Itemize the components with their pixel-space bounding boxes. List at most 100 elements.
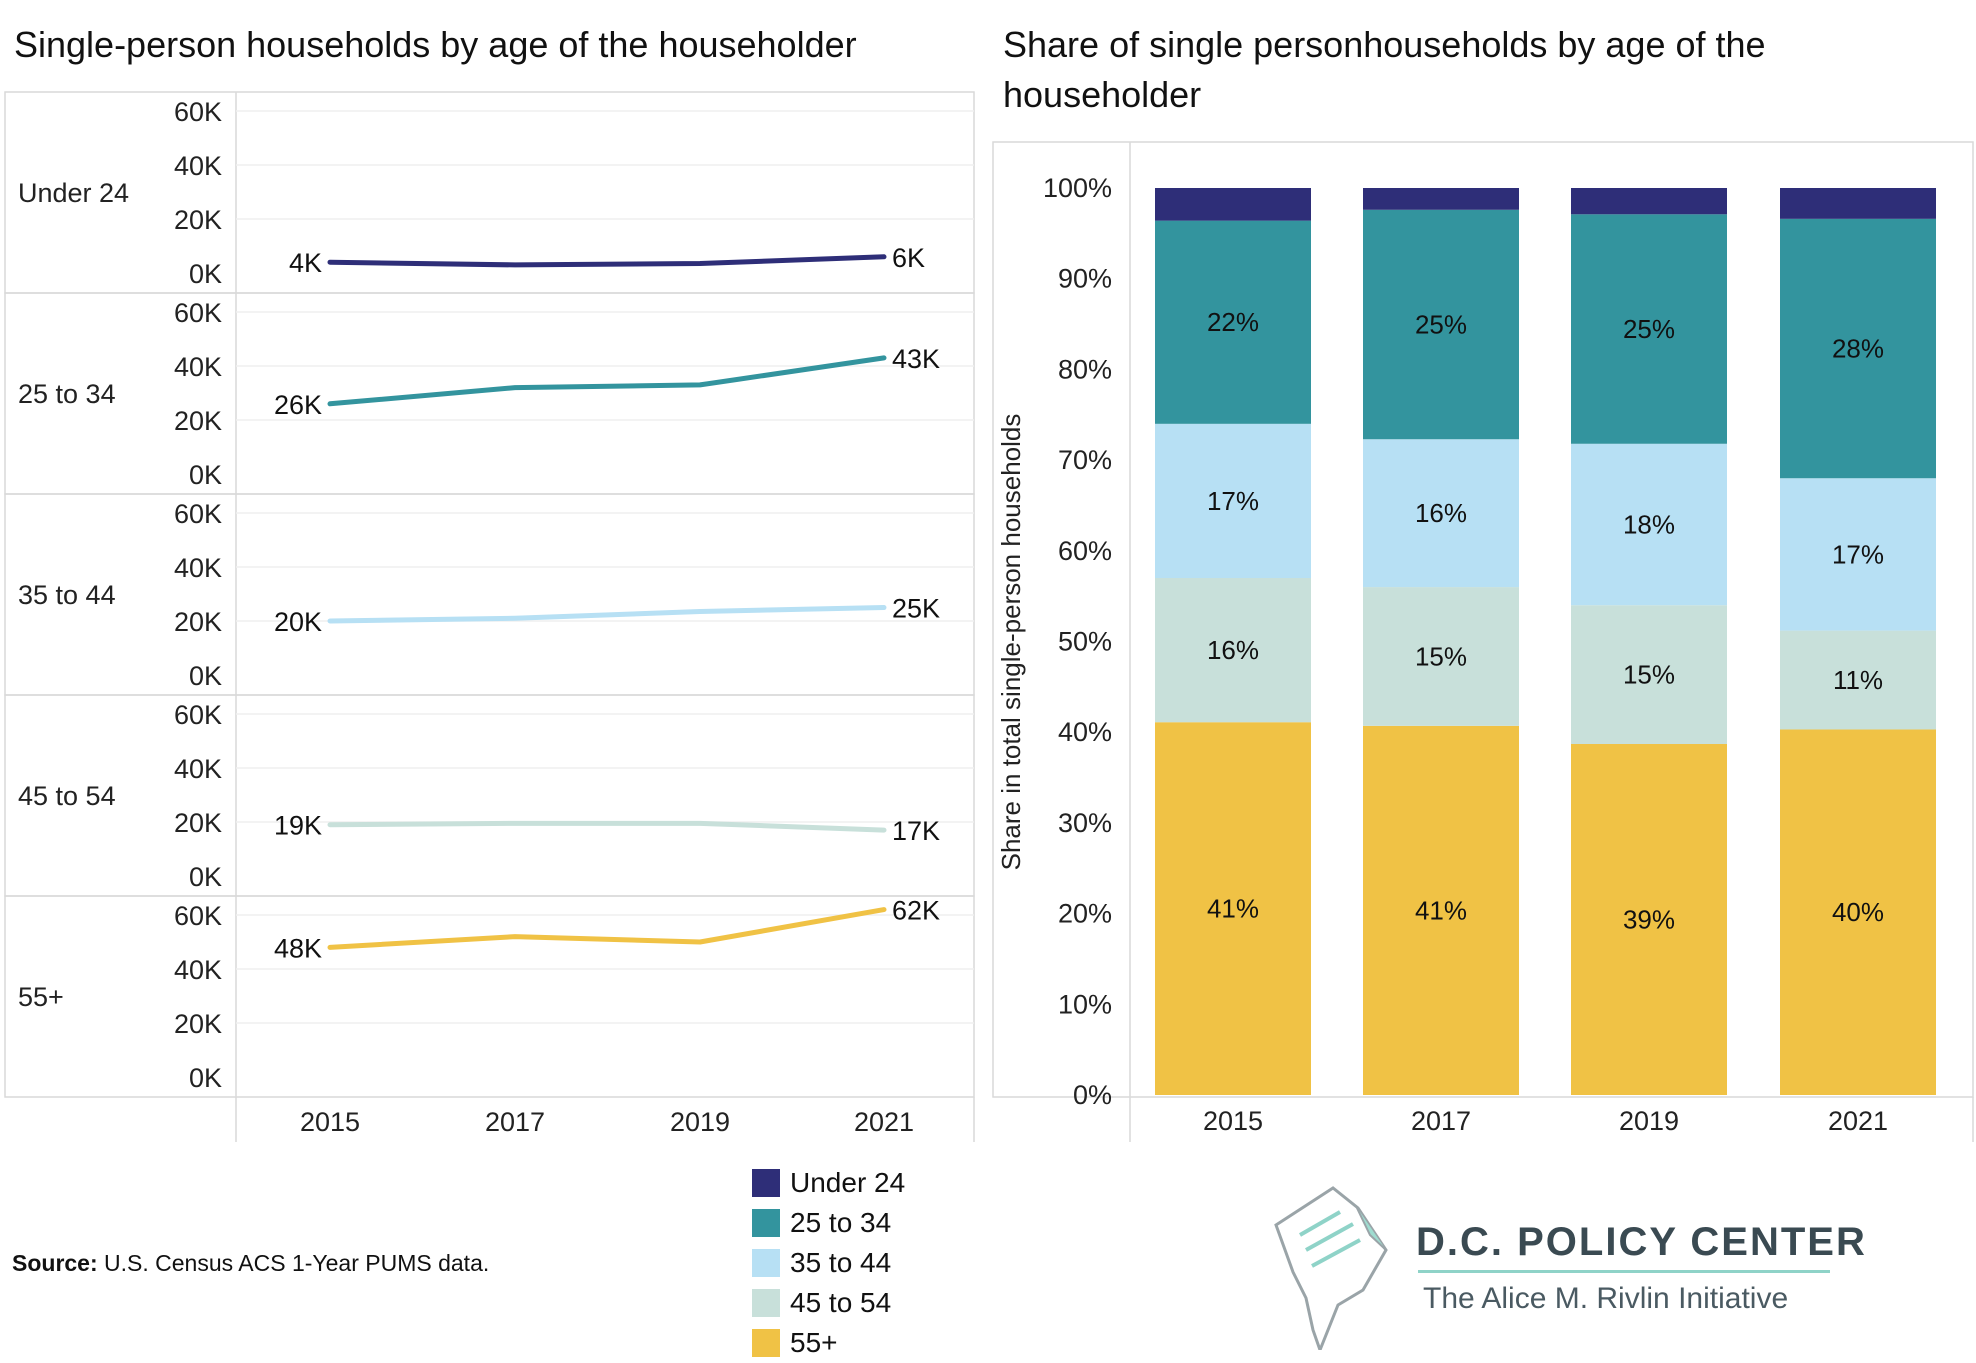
y-tick-label: 40K (174, 553, 222, 583)
bar-data-label: 41% (1415, 895, 1467, 925)
y-tick-label: 40K (174, 352, 222, 382)
x-tick-label: 2019 (670, 1107, 730, 1137)
facet-panel (4, 694, 975, 897)
bar-data-label: 11% (1833, 665, 1883, 695)
legend-item-under-24: Under 24 (752, 1163, 905, 1203)
y-tick-label: 90% (1058, 264, 1112, 294)
legend-item-25-to-34: 25 to 34 (752, 1203, 905, 1243)
y-tick-label: 40% (1058, 717, 1112, 747)
bar-segment-25-to-34 (1363, 209, 1519, 440)
legend-swatch (752, 1249, 780, 1277)
y-tick-label: 20K (174, 607, 222, 637)
y-tick-label: 0K (189, 862, 222, 892)
data-label-end: 43K (892, 344, 940, 374)
bar-segment-35-to-44 (1571, 443, 1727, 606)
facet-label-25-to-34: 25 to 34 (18, 379, 116, 409)
legend-swatch (752, 1169, 780, 1197)
plot-frame (992, 141, 1974, 1098)
facet-panel (4, 895, 975, 1098)
y-tick-label: 30% (1058, 808, 1112, 838)
bar-segment-under-24 (1780, 188, 1936, 219)
series-line-under-24 (327, 254, 887, 268)
bar-data-label: 40% (1832, 897, 1884, 927)
y-tick-label: 20K (174, 205, 222, 235)
facet-label-under-24: Under 24 (18, 178, 129, 208)
facet-label-35-to-44: 35 to 44 (18, 580, 116, 610)
x-tick-label: 2019 (1619, 1106, 1679, 1136)
bar-segment-under-24 (1155, 188, 1311, 221)
right-stacked-bar-chart: 0% 10% 20% 30% 40% 50% 60% 70% 80% 90% 100% Share i… (992, 141, 1974, 1142)
bar-segment-35-to-44 (1363, 439, 1519, 588)
x-tick-label: 2021 (854, 1107, 914, 1137)
y-tick-label: 50% (1058, 627, 1112, 657)
y-tick-label: 40K (174, 955, 222, 985)
series-line-25-to-34 (327, 355, 887, 407)
bar-segment-55plus (1780, 729, 1936, 1095)
bar-data-label: 25% (1415, 310, 1467, 340)
bar-segment-under-24 (1571, 188, 1727, 215)
series-line-45-to-54 (327, 820, 887, 833)
legend-label: 35 to 44 (790, 1247, 892, 1278)
x-tick-label: 2017 (485, 1107, 545, 1137)
right-chart-title: Share of single personhouseholds by age … (1003, 24, 1766, 115)
bar-segment-35-to-44 (1155, 423, 1311, 579)
data-label-start: 19K (274, 811, 322, 841)
bar-segment-55plus (1363, 725, 1519, 1095)
data-label-end: 62K (892, 896, 940, 926)
y-tick-label: 60K (174, 499, 222, 529)
y-tick-label: 20K (174, 406, 222, 436)
y-tick-label: 80% (1058, 354, 1112, 384)
bar-segment-25-to-34 (1571, 214, 1727, 444)
y-tick-label: 60K (174, 97, 222, 127)
bar-data-label: 15% (1623, 660, 1675, 690)
x-tick-label: 2015 (300, 1107, 360, 1137)
series-line-35-to-44 (327, 605, 887, 624)
left-line-chart: 60K 40K 20K 0K Under 24 4K 6K 60K 40K 20K 0K 25 to … (4, 91, 975, 1142)
y-tick-label: 20% (1058, 899, 1112, 929)
logo-divider (1418, 1270, 1830, 1273)
data-label-end: 6K (892, 243, 925, 273)
x-tick-label: 2021 (1828, 1106, 1888, 1136)
left-chart-title: Single-person households by age of the h… (14, 24, 857, 65)
bar-segment-45-to-54 (1363, 587, 1519, 726)
y-tick-label: 20K (174, 1009, 222, 1039)
y-tick-label: 0K (189, 259, 222, 289)
y-tick-label: 100% (1043, 173, 1112, 203)
bar-segment-45-to-54 (1155, 578, 1311, 723)
legend: Under 24 25 to 34 35 to 44 45 to 54 55+ (752, 1163, 905, 1363)
y-tick-label: 40K (174, 754, 222, 784)
facet-panel (4, 493, 975, 696)
bar-data-label: 16% (1207, 635, 1259, 665)
data-label-start: 26K (274, 390, 322, 420)
x-tick-label: 2015 (1203, 1106, 1263, 1136)
legend-item-35-to-44: 35 to 44 (752, 1243, 905, 1283)
source-text: U.S. Census ACS 1-Year PUMS data. (104, 1250, 490, 1276)
bar-segment-under-24 (1363, 188, 1519, 210)
bar-data-label: 18% (1623, 509, 1675, 539)
bar-segment-25-to-34 (1155, 220, 1311, 424)
facet-panel (4, 292, 975, 495)
bar-segment-55plus (1155, 722, 1311, 1095)
legend-item-45-to-54: 45 to 54 (752, 1283, 905, 1323)
y-tick-label: 40K (174, 151, 222, 181)
bar-data-label: 22% (1207, 307, 1259, 337)
y-tick-label: 0K (189, 460, 222, 490)
bar-data-label: 25% (1623, 314, 1675, 344)
legend-swatch (752, 1329, 780, 1357)
legend-item-55-plus: 55+ (752, 1323, 905, 1363)
legend-swatch (752, 1289, 780, 1317)
legend-label: 25 to 34 (790, 1207, 892, 1238)
y-axis-title: Share in total single-person households (996, 414, 1026, 871)
data-label-end: 17K (892, 816, 940, 846)
data-label-start: 48K (274, 933, 322, 963)
facet-label-45-to-54: 45 to 54 (18, 781, 116, 811)
logo-subtitle: The Alice M. Rivlin Initiative (1423, 1282, 1789, 1315)
bar-data-label: 17% (1207, 486, 1259, 516)
document-map-icon (1274, 1186, 1388, 1350)
legend-label: 55+ (790, 1327, 838, 1358)
bar-data-label: 41% (1207, 894, 1259, 924)
bar-segment-55plus (1571, 743, 1727, 1095)
source-note: Source: U.S. Census ACS 1-Year PUMS data… (12, 1250, 489, 1277)
legend-label: 45 to 54 (790, 1287, 892, 1318)
data-label-start: 4K (289, 248, 322, 278)
